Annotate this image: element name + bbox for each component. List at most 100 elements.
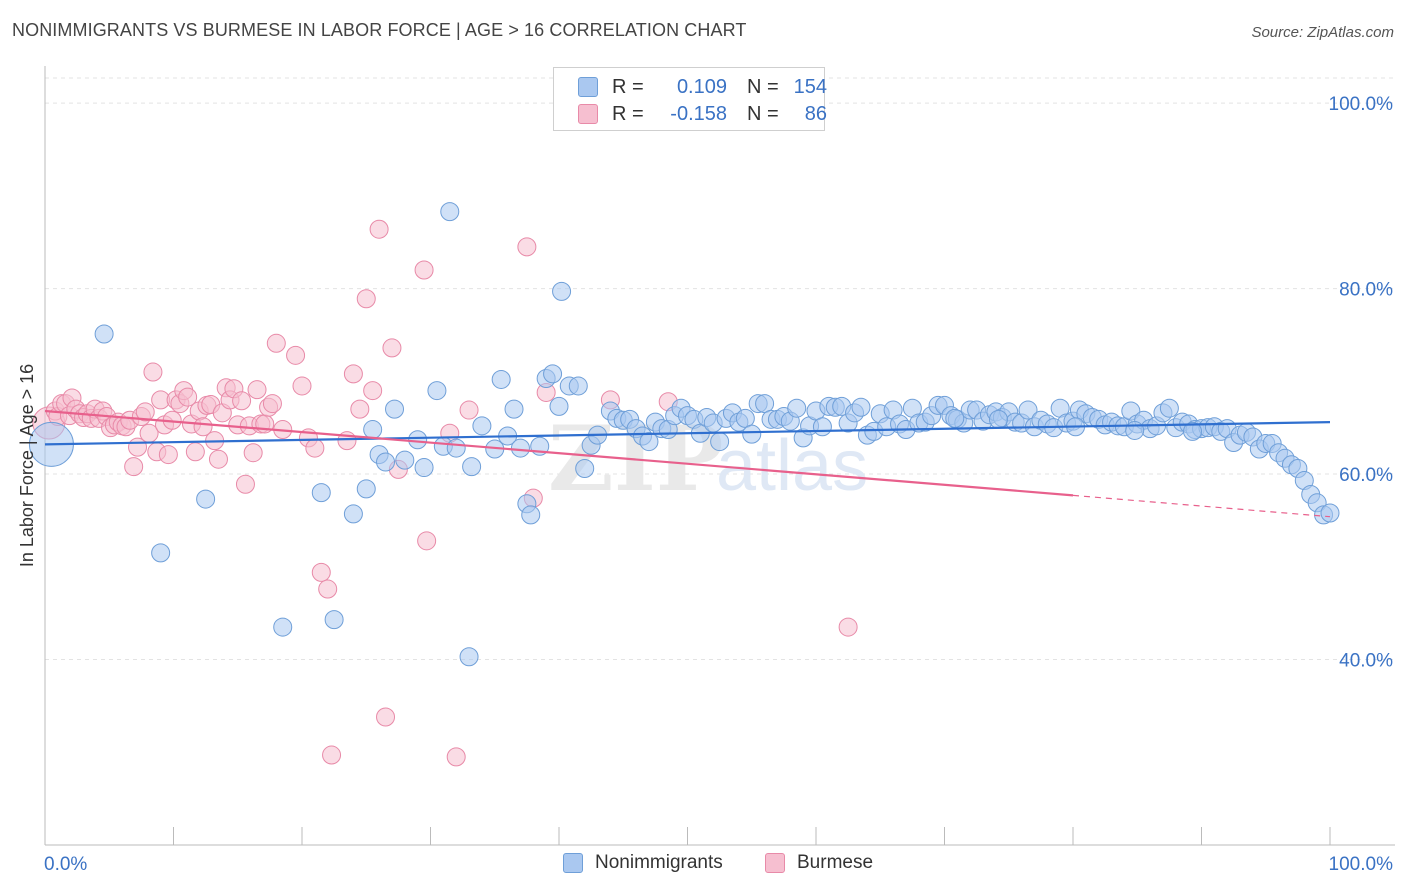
- nonimmigrant-point: [491, 369, 511, 389]
- watermark-atlas: atlas: [716, 426, 868, 506]
- nonimmigrant-point: [311, 483, 331, 503]
- legend-item-nonimmigrants: Nonimmigrants: [563, 852, 723, 874]
- burmese-point: [266, 333, 286, 353]
- nonimmigrant-point: [787, 398, 807, 418]
- y-tick-label: 100.0%: [1329, 94, 1394, 115]
- nonimmigrant-point: [521, 505, 541, 525]
- nonimmigrant-trend-line: [44, 421, 1331, 446]
- nonimmigrant-point: [988, 409, 1008, 429]
- burmese-point: [286, 345, 306, 365]
- nonimmigrant-point: [1183, 421, 1203, 441]
- r-label: R =: [612, 75, 644, 98]
- burmese-point: [232, 391, 252, 411]
- nonimmigrant-point: [343, 504, 363, 524]
- pink-swatch: [578, 104, 598, 124]
- nonimmigrant-point: [1320, 503, 1340, 523]
- n-label: N =: [747, 102, 779, 125]
- burmese-point: [178, 387, 198, 407]
- nonimmigrant-point: [710, 432, 730, 452]
- burmese-point: [517, 237, 537, 257]
- burmese-point: [369, 219, 389, 239]
- burmese-trend-line: [44, 409, 1074, 497]
- x-tick-label: 100.0%: [1329, 854, 1394, 875]
- burmese-point: [135, 402, 155, 422]
- burmese-point: [235, 474, 255, 494]
- y-tick-label: 60.0%: [1339, 465, 1393, 486]
- blue-swatch: [578, 77, 598, 97]
- nonimmigrant-point: [945, 408, 965, 428]
- legend-label: Nonimmigrants: [595, 852, 723, 873]
- r-value: 0.109: [676, 75, 727, 98]
- nonimmigrant-point: [851, 397, 871, 417]
- nonimmigrant-point: [742, 424, 762, 444]
- nonimmigrant-point: [273, 617, 293, 637]
- series-legend: Nonimmigrants Burmese: [0, 852, 1406, 878]
- chart-title: NONIMMIGRANTS VS BURMESE IN LABOR FORCE …: [12, 20, 747, 40]
- burmese-point: [363, 381, 383, 401]
- burmese-point: [417, 531, 437, 551]
- nonimmigrant-point: [1125, 420, 1145, 440]
- y-tick-label: 40.0%: [1339, 651, 1393, 672]
- n-label: N =: [747, 75, 779, 98]
- nonimmigrant-point: [568, 376, 588, 396]
- burmese-point: [262, 394, 282, 414]
- burmese-point: [376, 707, 396, 727]
- legend-item-burmese: Burmese: [765, 852, 873, 874]
- n-value: 86: [804, 102, 827, 125]
- nonimmigrant-point: [459, 647, 479, 667]
- nonimmigrant-point: [324, 610, 344, 630]
- burmese-point: [459, 400, 479, 420]
- burmese-point: [322, 745, 342, 765]
- nonimmigrant-point: [395, 450, 415, 470]
- r-value: -0.158: [670, 102, 727, 125]
- burmese-trend-extension: [1072, 494, 1331, 518]
- nonimmigrant-point: [414, 458, 434, 478]
- nonimmigrant-point: [376, 452, 396, 472]
- nonimmigrant-point: [639, 432, 659, 452]
- y-tick-label: 80.0%: [1339, 280, 1393, 301]
- correlation-legend: R = 0.109 N = 154 R = -0.158 N = 86: [553, 67, 827, 131]
- grid-layer: [45, 77, 1395, 661]
- nonimmigrant-point: [408, 430, 428, 450]
- nonimmigrant-point: [504, 399, 524, 419]
- nonimmigrant-point: [549, 396, 569, 416]
- burmese-point: [292, 376, 312, 396]
- nonimmigrant-point: [472, 416, 492, 436]
- pink-swatch: [765, 853, 785, 873]
- trend-lines: [44, 409, 1331, 518]
- burmese-points: [32, 219, 858, 767]
- burmese-point: [247, 380, 267, 400]
- nonimmigrant-point: [356, 479, 376, 499]
- legend-label: Burmese: [797, 852, 874, 873]
- burmese-point: [318, 579, 338, 599]
- r-label: R =: [612, 102, 644, 125]
- nonimmigrant-point: [363, 420, 383, 440]
- burmese-point: [343, 364, 363, 384]
- nonimmigrant-point: [385, 399, 405, 419]
- nonimmigrant-point: [552, 281, 572, 301]
- nonimmigrant-point: [510, 438, 530, 458]
- burmese-point: [193, 417, 213, 437]
- nonimmigrant-point: [462, 457, 482, 477]
- nonimmigrant-point: [94, 324, 114, 344]
- n-value: 154: [793, 75, 827, 98]
- nonimmigrant-point: [440, 202, 460, 222]
- nonimmigrant-point: [1159, 398, 1179, 418]
- burmese-point: [350, 399, 370, 419]
- burmese-point: [305, 438, 325, 458]
- burmese-point: [382, 338, 402, 358]
- burmese-point: [143, 362, 163, 382]
- nonimmigrant-point: [446, 438, 466, 458]
- burmese-point: [243, 443, 263, 463]
- burmese-point: [356, 289, 376, 309]
- nonimmigrant-point: [1018, 400, 1038, 420]
- burmese-point: [185, 442, 205, 462]
- x-tick-label: 0.0%: [44, 854, 87, 875]
- burmese-point: [124, 457, 144, 477]
- nonimmigrant-point: [575, 458, 595, 478]
- source-label: Source: ZipAtlas.com: [1251, 24, 1394, 41]
- y-axis-title: In Labor Force | Age > 16: [17, 364, 37, 567]
- nonimmigrant-point: [812, 417, 832, 437]
- legend-row-nonimmigrants: R = 0.109 N = 154: [578, 74, 827, 100]
